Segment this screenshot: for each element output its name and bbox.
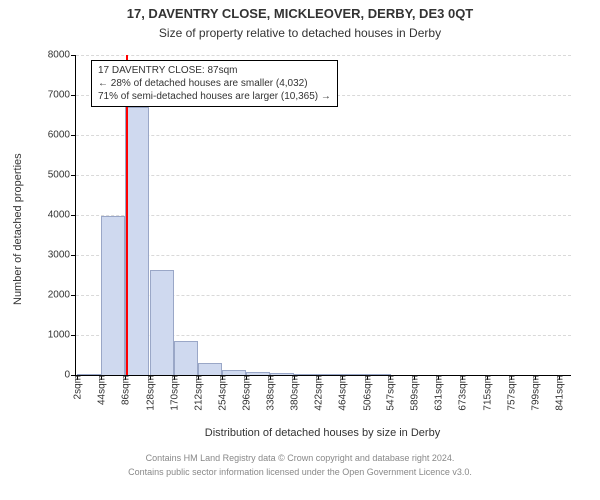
- xtick-label: 170sqm: [167, 375, 180, 411]
- annotation-box: 17 DAVENTRY CLOSE: 87sqm ← 28% of detach…: [91, 60, 338, 107]
- histogram-bar: [125, 107, 149, 375]
- xtick-label: 128sqm: [143, 375, 156, 411]
- ytick-label: 6000: [48, 130, 76, 141]
- ytick-label: 4000: [48, 210, 76, 221]
- gridline: [76, 175, 571, 176]
- annotation-line-2: ← 28% of detached houses are smaller (4,…: [98, 77, 331, 90]
- xtick-label: 422sqm: [312, 375, 325, 411]
- footer-line-2: Contains public sector information licen…: [0, 467, 600, 477]
- histogram-bar: [174, 341, 198, 375]
- xtick-label: 757sqm: [504, 375, 517, 411]
- chart-title: 17, DAVENTRY CLOSE, MICKLEOVER, DERBY, D…: [0, 6, 600, 21]
- ytick-label: 1000: [48, 330, 76, 341]
- xtick-label: 338sqm: [264, 375, 277, 411]
- histogram-bar: [101, 216, 125, 375]
- ytick-label: 2000: [48, 290, 76, 301]
- ytick-label: 5000: [48, 170, 76, 181]
- xtick-label: 380sqm: [288, 375, 301, 411]
- gridline: [76, 215, 571, 216]
- xtick-label: 296sqm: [239, 375, 252, 411]
- gridline: [76, 135, 571, 136]
- annotation-line-3: 71% of semi-detached houses are larger (…: [98, 90, 331, 103]
- xtick-label: 86sqm: [119, 375, 132, 405]
- xtick-label: 715sqm: [480, 375, 493, 411]
- xtick-label: 464sqm: [336, 375, 349, 411]
- ytick-label: 7000: [48, 90, 76, 101]
- xtick-label: 589sqm: [408, 375, 421, 411]
- xtick-label: 547sqm: [384, 375, 397, 411]
- histogram-bar: [150, 270, 174, 375]
- gridline: [76, 255, 571, 256]
- xtick-label: 841sqm: [552, 375, 565, 411]
- xtick-label: 44sqm: [95, 375, 108, 405]
- xtick-label: 673sqm: [456, 375, 469, 411]
- xtick-label: 799sqm: [528, 375, 541, 411]
- y-axis-title: Number of detached properties: [12, 153, 24, 305]
- chart-container: 17, DAVENTRY CLOSE, MICKLEOVER, DERBY, D…: [0, 0, 600, 500]
- chart-subtitle: Size of property relative to detached ho…: [0, 26, 600, 40]
- plot-area: 17 DAVENTRY CLOSE: 87sqm ← 28% of detach…: [75, 55, 571, 376]
- ytick-label: 8000: [48, 50, 76, 61]
- footer-line-1: Contains HM Land Registry data © Crown c…: [0, 453, 600, 463]
- xtick-label: 506sqm: [360, 375, 373, 411]
- xtick-label: 2sqm: [71, 375, 84, 399]
- gridline: [76, 55, 571, 56]
- annotation-line-1: 17 DAVENTRY CLOSE: 87sqm: [98, 64, 331, 77]
- x-axis-title: Distribution of detached houses by size …: [75, 427, 570, 439]
- xtick-label: 631sqm: [432, 375, 445, 411]
- xtick-label: 212sqm: [191, 375, 204, 411]
- xtick-label: 254sqm: [215, 375, 228, 411]
- ytick-label: 3000: [48, 250, 76, 261]
- histogram-bar: [198, 363, 222, 375]
